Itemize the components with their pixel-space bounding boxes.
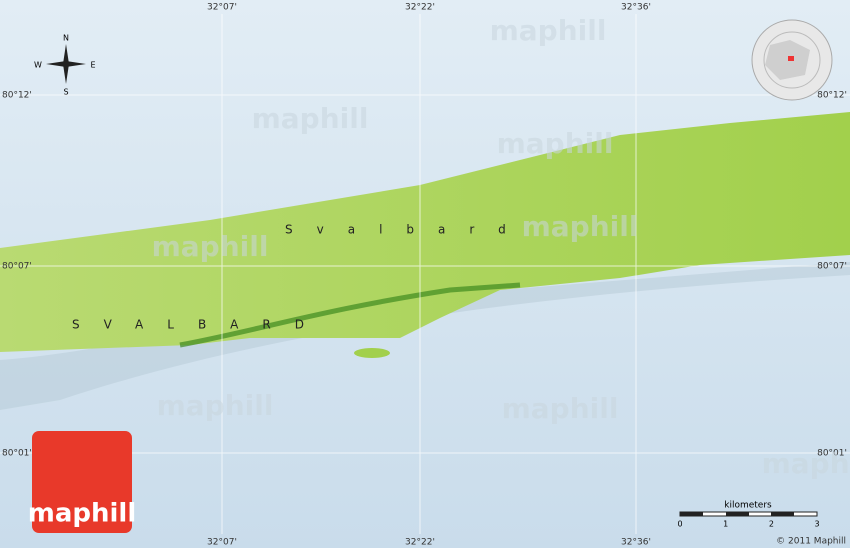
- scale-tick: 2: [769, 520, 774, 529]
- scale-title: kilometers: [724, 501, 772, 511]
- coord-label: 80°12': [817, 91, 847, 101]
- watermark: maphill: [152, 230, 269, 263]
- scale-tick: 3: [815, 520, 820, 529]
- compass-n: N: [63, 34, 69, 43]
- coord-label: 32°22': [405, 3, 435, 13]
- place-label: SVALBARD: [72, 318, 328, 332]
- compass: N S E W: [34, 34, 95, 97]
- coord-label: 32°22': [405, 538, 435, 548]
- coord-label: 80°01': [817, 449, 847, 459]
- coord-label: 32°36': [621, 3, 651, 13]
- scale-tick: 1: [723, 520, 728, 529]
- islet: [354, 348, 390, 358]
- coord-label: 80°01': [2, 449, 32, 459]
- graticule: [0, 14, 850, 534]
- coord-label: 80°07': [2, 262, 32, 272]
- coord-label: 80°07': [817, 262, 847, 272]
- watermark: maphill: [252, 102, 369, 135]
- watermark: maphill: [490, 14, 607, 47]
- logo-box: [32, 431, 132, 533]
- watermark: maphill: [157, 389, 274, 422]
- compass-e: E: [90, 61, 95, 70]
- land: [0, 112, 850, 352]
- scale-tick: 0: [677, 520, 682, 529]
- coord-label: 32°36': [621, 538, 651, 548]
- ridge: [179, 282, 521, 348]
- watermark: maphill: [502, 392, 619, 425]
- copyright: © 2011 Maphill: [776, 537, 846, 547]
- locator-globe: [751, 19, 833, 101]
- watermark: maphill: [762, 447, 850, 480]
- watermark: maphill: [497, 127, 614, 160]
- logo: maphill: [28, 499, 137, 529]
- scale-bar: kilometers 0 1 2 3: [677, 501, 819, 529]
- place-label: Svalbard: [285, 223, 530, 237]
- watermark: maphill: [522, 210, 639, 243]
- coord-label: 32°07': [207, 3, 237, 13]
- compass-s: S: [63, 88, 68, 97]
- coord-label: 80°12': [2, 91, 32, 101]
- compass-w: W: [34, 61, 42, 70]
- coord-label: 32°07': [207, 538, 237, 548]
